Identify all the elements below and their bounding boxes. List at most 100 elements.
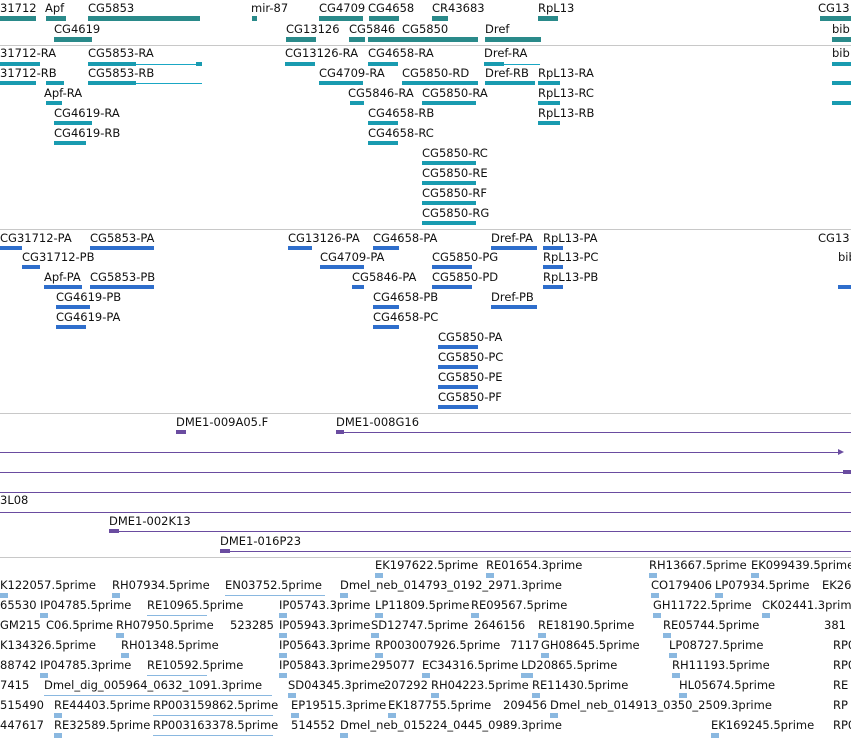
feature-label[interactable]: K122057.5prime bbox=[0, 578, 96, 592]
est-glyph[interactable] bbox=[422, 673, 430, 678]
est-glyph[interactable] bbox=[486, 573, 494, 578]
protein-glyph[interactable] bbox=[438, 345, 478, 349]
gene-glyph[interactable] bbox=[432, 16, 448, 21]
feature-label[interactable]: CR43683 bbox=[432, 1, 485, 15]
feature-label[interactable]: Dref-RA bbox=[484, 46, 528, 60]
gene-glyph[interactable] bbox=[286, 37, 316, 42]
feature-label[interactable]: CG4658-RB bbox=[368, 106, 435, 120]
feature-label[interactable]: 2646156 bbox=[474, 618, 526, 632]
feature-label[interactable]: bib bbox=[838, 250, 851, 264]
feature-label[interactable]: RE05744.5prime bbox=[663, 618, 760, 632]
feature-label[interactable]: DME1-009A05.F bbox=[176, 415, 269, 429]
feature-label[interactable]: C06.5prime bbox=[46, 618, 114, 632]
transcript-glyph[interactable] bbox=[485, 81, 535, 85]
transcript-exon[interactable] bbox=[88, 62, 136, 66]
feature-label[interactable]: CG5850-RG bbox=[422, 206, 490, 220]
est-glyph[interactable] bbox=[340, 733, 348, 738]
feature-label[interactable]: CG5850-PA bbox=[438, 330, 503, 344]
feature-label[interactable]: Dref-PB bbox=[491, 290, 534, 304]
clone-glyph[interactable] bbox=[0, 512, 851, 513]
feature-label[interactable]: 7415 bbox=[0, 678, 30, 692]
feature-label[interactable]: LD20865.5prime bbox=[521, 658, 618, 672]
feature-label[interactable]: RE32589.5prime bbox=[54, 718, 151, 732]
transcript-glyph[interactable] bbox=[368, 121, 398, 125]
protein-glyph[interactable] bbox=[438, 405, 478, 409]
est-glyph[interactable] bbox=[679, 693, 687, 698]
transcript-glyph[interactable] bbox=[54, 121, 92, 125]
transcript-glyph[interactable] bbox=[46, 101, 62, 105]
transcript-glyph[interactable] bbox=[538, 101, 560, 105]
feature-label[interactable]: CG13 bbox=[818, 231, 850, 245]
feature-label[interactable]: CG4709-PA bbox=[320, 250, 385, 264]
est-glyph[interactable] bbox=[649, 573, 657, 578]
feature-label[interactable]: CG5850-PC bbox=[438, 350, 504, 364]
protein-glyph[interactable] bbox=[56, 305, 90, 309]
est-glyph[interactable] bbox=[44, 695, 272, 696]
feature-label[interactable]: CG5850-PE bbox=[438, 370, 503, 384]
est-glyph[interactable] bbox=[116, 633, 124, 638]
feature-label[interactable]: RH04223.5prime bbox=[431, 678, 529, 692]
gene-glyph[interactable] bbox=[820, 16, 851, 21]
transcript-exon[interactable] bbox=[196, 62, 202, 66]
est-glyph[interactable] bbox=[541, 653, 549, 658]
feature-label[interactable]: CG4658-PB bbox=[373, 290, 439, 304]
feature-label[interactable]: CG5846-RA bbox=[348, 86, 414, 100]
feature-label[interactable]: Dmel_dig_005964_0632_1091.3prime bbox=[44, 678, 263, 692]
est-glyph[interactable] bbox=[431, 693, 439, 698]
feature-label[interactable]: CG4619-PB bbox=[56, 290, 122, 304]
protein-glyph[interactable] bbox=[438, 385, 478, 389]
gene-glyph[interactable] bbox=[485, 37, 541, 42]
feature-label[interactable]: 31712-RB bbox=[0, 66, 57, 80]
transcript-glyph[interactable] bbox=[422, 161, 476, 165]
est-glyph[interactable] bbox=[371, 633, 379, 638]
gene-glyph[interactable] bbox=[538, 16, 558, 21]
gene-glyph[interactable] bbox=[349, 37, 365, 42]
est-glyph[interactable] bbox=[711, 733, 719, 738]
gene-glyph[interactable] bbox=[54, 37, 92, 42]
feature-label[interactable]: CG4658-RC bbox=[368, 126, 434, 140]
est-glyph[interactable] bbox=[291, 713, 299, 718]
protein-glyph[interactable] bbox=[543, 285, 563, 289]
feature-label[interactable]: CG5853-PA bbox=[90, 231, 155, 245]
feature-label[interactable]: RE bbox=[833, 678, 849, 692]
feature-label[interactable]: 65530 bbox=[0, 598, 37, 612]
est-glyph[interactable] bbox=[0, 593, 8, 598]
transcript-glyph[interactable] bbox=[832, 101, 851, 105]
feature-label[interactable]: GM215 bbox=[0, 618, 41, 632]
feature-label[interactable]: CG5850-RC bbox=[422, 146, 488, 160]
transcript-exon[interactable] bbox=[88, 81, 136, 85]
feature-label[interactable]: CG31712-PB bbox=[22, 250, 95, 264]
est-glyph[interactable] bbox=[471, 613, 479, 618]
feature-label[interactable]: K134326.5prime bbox=[0, 638, 96, 652]
transcript-glyph[interactable] bbox=[538, 121, 560, 125]
protein-glyph[interactable] bbox=[0, 246, 22, 250]
feature-label[interactable]: RH07934.5prime bbox=[112, 578, 210, 592]
gene-glyph[interactable] bbox=[252, 16, 257, 21]
feature-label[interactable]: CG4619-PA bbox=[56, 310, 121, 324]
protein-glyph[interactable] bbox=[373, 246, 399, 250]
feature-label[interactable]: IP05743.3prime bbox=[279, 598, 371, 612]
feature-label[interactable]: 7117 bbox=[510, 638, 540, 652]
feature-label[interactable]: EP19515.3prime bbox=[291, 698, 387, 712]
feature-label[interactable]: CG4619-RB bbox=[54, 126, 121, 140]
transcript-glyph[interactable] bbox=[319, 81, 363, 85]
feature-label[interactable]: RP0 bbox=[833, 638, 851, 652]
feature-label[interactable]: CG5846 bbox=[349, 22, 396, 36]
est-glyph[interactable] bbox=[762, 613, 770, 618]
protein-glyph[interactable] bbox=[838, 285, 851, 289]
transcript-glyph[interactable] bbox=[0, 62, 40, 66]
feature-label[interactable]: mir-87 bbox=[251, 1, 289, 15]
feature-label[interactable]: RP bbox=[833, 698, 848, 712]
protein-glyph[interactable] bbox=[491, 305, 537, 309]
transcript-exon[interactable] bbox=[484, 62, 504, 66]
feature-label[interactable]: CG4619-RA bbox=[54, 106, 120, 120]
est-glyph[interactable] bbox=[279, 633, 287, 638]
protein-glyph[interactable] bbox=[288, 246, 312, 250]
protein-glyph[interactable] bbox=[90, 246, 154, 250]
feature-label[interactable]: CG5850-RE bbox=[422, 166, 488, 180]
feature-label[interactable]: CG5850-PD bbox=[432, 270, 499, 284]
est-glyph[interactable] bbox=[538, 633, 546, 638]
protein-glyph[interactable] bbox=[90, 285, 154, 289]
clone-glyph[interactable] bbox=[220, 551, 851, 552]
gene-glyph[interactable] bbox=[0, 16, 36, 21]
